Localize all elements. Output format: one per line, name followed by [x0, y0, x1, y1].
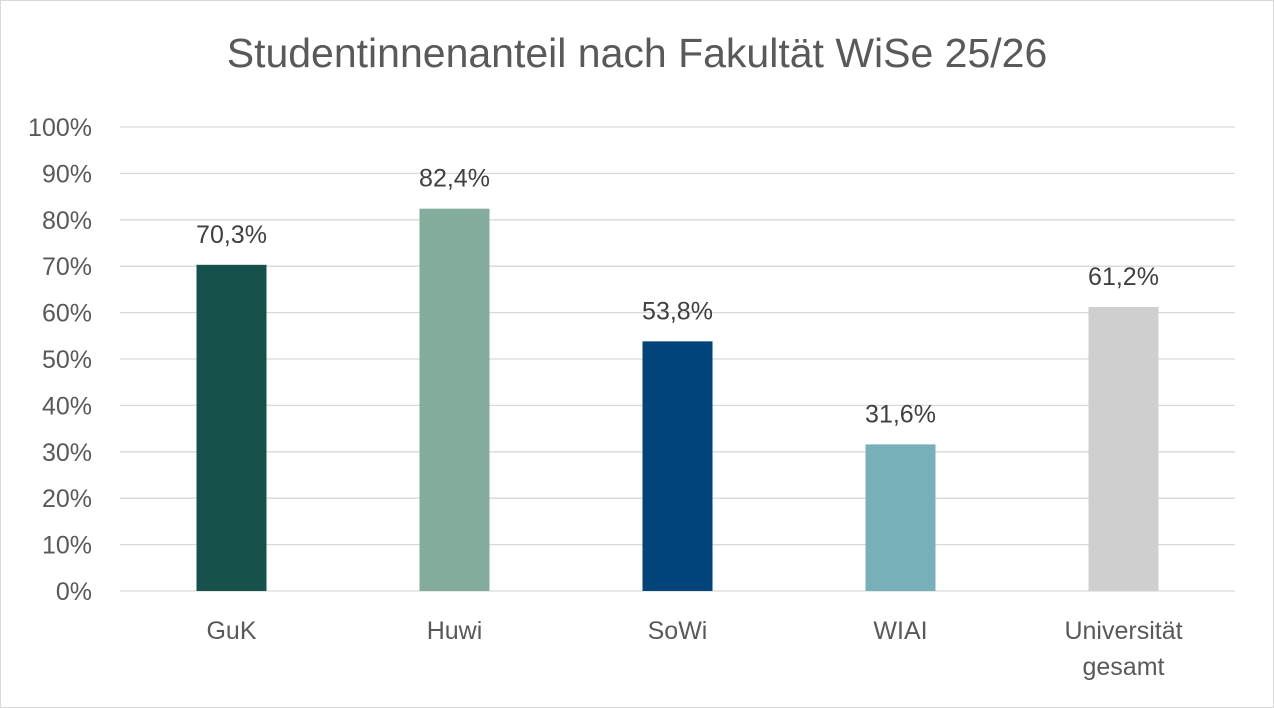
bar [1088, 307, 1159, 591]
data-label: 53,8% [642, 297, 713, 325]
x-tick-label: GuK [206, 617, 256, 645]
data-label: 70,3% [196, 221, 267, 249]
data-label: 31,6% [865, 400, 936, 428]
y-tick-label: 50% [42, 346, 92, 374]
bar [865, 444, 936, 591]
y-tick-label: 0% [56, 578, 92, 606]
y-tick-label: 20% [42, 485, 92, 513]
data-label: 61,2% [1088, 263, 1159, 291]
data-label: 82,4% [419, 165, 490, 193]
y-tick-label: 60% [42, 300, 92, 328]
y-tick-label: 70% [42, 253, 92, 281]
y-tick-label: 40% [42, 392, 92, 420]
bar [196, 264, 267, 591]
bar [642, 341, 713, 591]
x-tick-label: SoWi [648, 617, 708, 645]
y-tick-label: 30% [42, 439, 92, 467]
y-tick-label: 80% [42, 207, 92, 235]
bar [419, 208, 490, 591]
y-tick-label: 90% [42, 160, 92, 188]
x-tick-label: WIAI [873, 617, 927, 645]
x-tick-label: Universität gesamt [1064, 617, 1182, 681]
chart-title: Studentinnenanteil nach Fakultät WiSe 25… [226, 30, 1048, 76]
y-tick-label: 100% [28, 114, 92, 142]
x-tick-label: Huwi [427, 617, 483, 645]
y-tick-label: 10% [42, 532, 92, 560]
